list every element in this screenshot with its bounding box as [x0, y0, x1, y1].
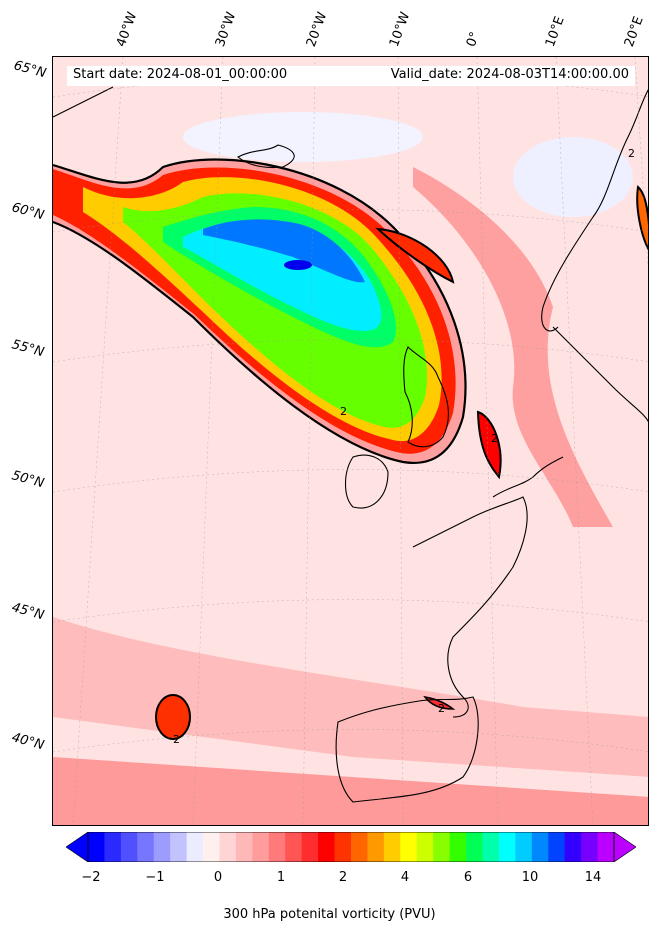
pv-low-ne	[513, 137, 633, 217]
colorbar-swatch	[235, 832, 253, 862]
contour-label: 2	[491, 432, 498, 445]
colorbar-tick: 0	[213, 870, 223, 885]
pv-core	[284, 260, 312, 270]
greenland-coast	[53, 86, 114, 118]
colorbar-tick: 4	[400, 870, 410, 885]
colorbar-swatch	[482, 832, 500, 862]
pv-2-contour-cutoff	[155, 694, 191, 740]
colorbar-swatch	[170, 832, 188, 862]
colorbar-swatch	[400, 832, 418, 862]
graticule	[53, 57, 648, 825]
colorbar	[66, 832, 636, 862]
lat-label-40n: 40°N	[10, 730, 46, 754]
contour-label: 2	[628, 147, 635, 160]
pv-2-contour-main	[53, 158, 467, 464]
colorbar-swatch	[120, 832, 138, 862]
colorbar-swatch	[252, 832, 270, 862]
colorbar-swatch	[367, 832, 385, 862]
lon-label-0: 0°	[463, 29, 484, 49]
colorbar-tick: 1	[276, 870, 286, 885]
colorbar-extend-max	[613, 832, 636, 862]
colorbar-tick: 6	[463, 870, 473, 885]
colorbar-tick: 10	[521, 870, 539, 885]
date-header: Start date: 2024-08-01_00:00:00 Valid_da…	[67, 66, 635, 86]
coastlines	[53, 86, 648, 803]
colorbar-swatch	[285, 832, 303, 862]
contour-label: 2	[340, 405, 347, 418]
lat-label-55n: 55°N	[10, 337, 46, 361]
colorbar-swatch	[88, 832, 105, 862]
colorbar-swatch	[531, 832, 549, 862]
pv-band-south	[53, 617, 648, 777]
iberia-coast	[335, 696, 479, 803]
pv-band-bottom	[53, 757, 648, 825]
colorbar-swatch	[466, 832, 483, 862]
valid-date: Valid_date: 2024-08-03T14:00:00.00	[390, 67, 629, 82]
colorbar-swatch	[597, 832, 615, 862]
colorbar-swatch	[153, 832, 171, 862]
lon-label-10e: 10°E	[542, 14, 568, 50]
colorbar-swatch	[449, 832, 467, 862]
colorbar-swatch	[564, 832, 582, 862]
colorbar-swatch	[383, 832, 401, 862]
lat-label-65n: 65°N	[12, 58, 48, 82]
map-panel[interactable]: 2 2 2 2 2	[52, 56, 649, 826]
contour-label: 2	[438, 702, 445, 715]
pv-2-contour-filament	[375, 227, 455, 284]
colorbar-swatch	[416, 832, 434, 862]
colorbar-swatch	[203, 832, 220, 862]
iceland-coast	[237, 144, 295, 169]
scandinavia-coast	[541, 89, 648, 332]
lon-label-20w: 20°W	[303, 10, 331, 49]
colorbar-swatch	[548, 832, 566, 862]
colorbar-swatch	[219, 832, 237, 862]
colorbar-label: 300 hPa potenital vorticity (PVU)	[223, 907, 436, 922]
colorbar-tick: 2	[338, 870, 348, 885]
pv-field: 2 2 2 2 2	[53, 57, 648, 825]
baltic-coast	[552, 326, 648, 423]
lat-label-45n: 45°N	[10, 600, 46, 624]
colorbar-swatch	[137, 832, 155, 862]
colorbar-tick: 14	[584, 870, 602, 885]
colorbar-swatch	[433, 832, 451, 862]
colorbar-tick: −1	[145, 870, 165, 885]
colorbar-swatch	[351, 832, 368, 862]
low-countries-coast	[492, 456, 564, 498]
colorbar-swatch	[334, 832, 352, 862]
colorbar-swatch	[318, 832, 336, 862]
lon-label-40w: 40°W	[113, 10, 141, 49]
lat-label-50n: 50°N	[10, 468, 46, 492]
lon-label-30w: 30°W	[212, 10, 240, 49]
pv-low-north	[183, 112, 423, 162]
colorbar-swatch	[301, 832, 319, 862]
colorbar-swatch	[581, 832, 599, 862]
colorbar-swatch	[515, 832, 533, 862]
great-britain-coast	[403, 346, 449, 448]
colorbar-tick: −2	[81, 870, 101, 885]
lon-label-20e: 20°E	[621, 14, 647, 50]
lat-label-60n: 60°N	[10, 200, 46, 224]
pv-contour-7	[203, 219, 365, 283]
ireland-coast	[344, 454, 389, 509]
colorbar-extend-min	[66, 832, 89, 862]
colorbar-swatch	[498, 832, 516, 862]
pv-2-contour-east	[476, 410, 502, 480]
pv-2-contour-ne	[636, 185, 648, 251]
contour-label: 2	[173, 733, 180, 746]
contour-labels: 2 2 2 2 2	[173, 147, 635, 746]
colorbar-swatch	[186, 832, 204, 862]
lon-label-10w: 10°W	[386, 10, 414, 49]
colorbar-swatch	[268, 832, 286, 862]
colorbar-frame	[87, 832, 615, 862]
colorbar-swatch	[104, 832, 122, 862]
start-date: Start date: 2024-08-01_00:00:00	[73, 67, 288, 82]
pv-band-east	[413, 167, 613, 527]
france-coast	[412, 496, 528, 718]
